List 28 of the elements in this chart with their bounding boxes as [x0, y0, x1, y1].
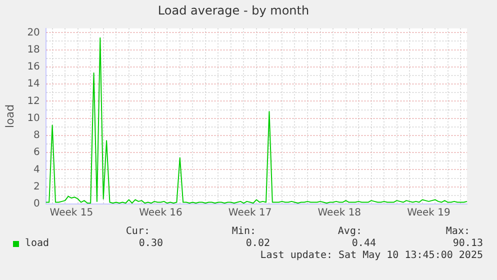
text: Min:	[232, 226, 256, 237]
y-tick-label: 6	[34, 147, 40, 158]
text: 0.44	[352, 238, 376, 249]
x-tick-label: Week 16	[139, 208, 182, 219]
text: Avg:	[338, 226, 362, 237]
x-tick-label: Week 19	[407, 208, 450, 219]
y-tick-label: 4	[34, 164, 40, 176]
y-axis-title: load	[3, 104, 16, 128]
y-tick-label: 18	[27, 44, 40, 56]
y-tick-label: 14	[27, 78, 40, 90]
y-tick-label: 10	[27, 112, 40, 124]
text: Cur:	[126, 226, 150, 237]
x-tick-label: Week 18	[318, 208, 362, 219]
y-tick-label: 20	[27, 27, 40, 38]
chart-title: Load average - by month	[158, 3, 310, 18]
y-tick-label: 16	[27, 62, 40, 73]
y-tick-label: 0	[34, 198, 40, 210]
y-tick-label: 12	[27, 96, 40, 107]
x-tick-label: Week 15	[50, 208, 94, 219]
y-tick-label: 2	[34, 181, 40, 192]
x-tick-label: Week 17	[228, 208, 272, 219]
legend-label: load	[25, 238, 50, 249]
text: 0.02	[246, 238, 270, 249]
text: Max:	[446, 226, 470, 237]
text: Last update: Sat May 10 13:45:00 2025	[260, 250, 483, 261]
y-tick-label: 8	[34, 130, 40, 142]
text: 0.30	[138, 238, 163, 249]
text: 90.13	[452, 238, 483, 249]
